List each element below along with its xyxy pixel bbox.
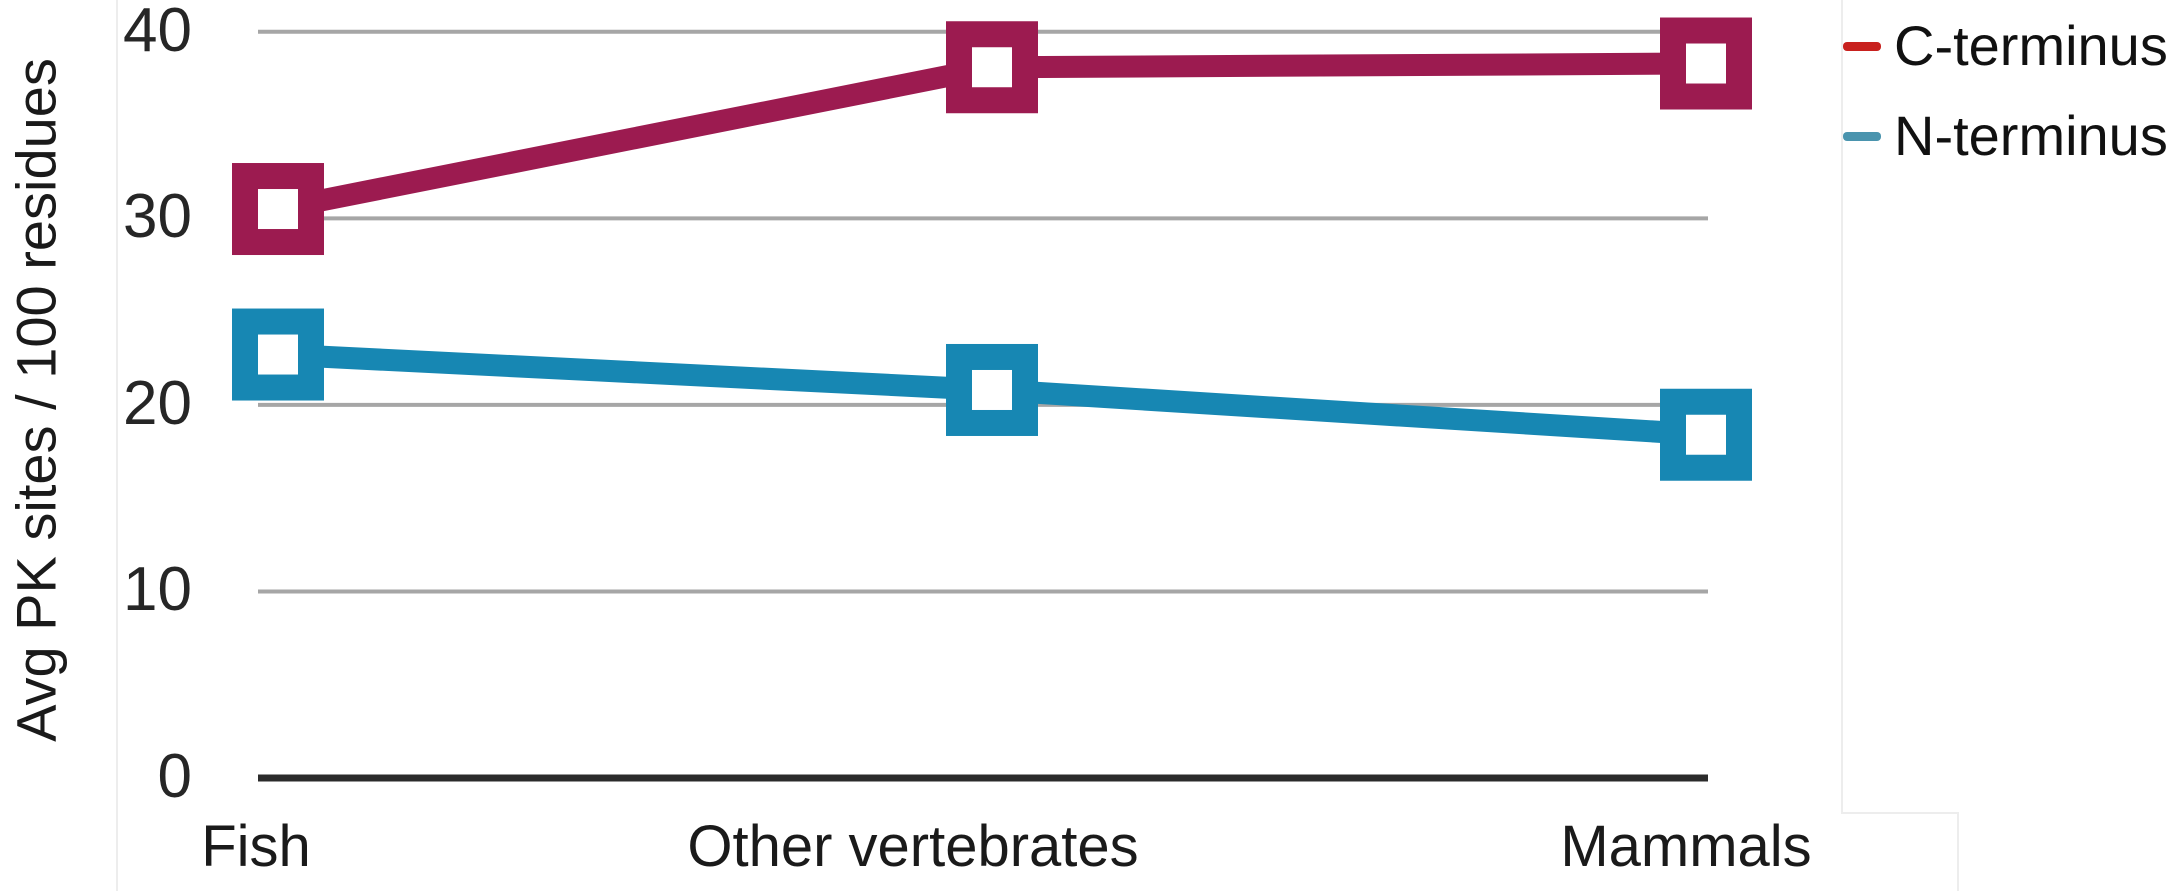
x-category-label-mammals: Mammals [1560,814,1812,879]
y-tick-label-30: 30 [123,182,192,252]
image-edge-artifact [116,0,118,891]
legend-label-n-terminus: N-terminus [1894,104,2168,167]
y-tick-label-10: 10 [123,555,192,625]
image-edge-artifact [1957,812,1959,891]
y-tick-label-40: 40 [123,0,192,65]
y-axis-label: Avg PK sites / 100 residues [4,58,68,742]
x-category-label-fish: Fish [201,814,311,879]
legend-item-n-terminus: N-terminus [1843,108,2168,164]
marker-c-terminus-other-vertebrates [946,21,1038,114]
y-tick-label-0: 0 [157,741,192,811]
legend-label-c-terminus: C-terminus [1894,14,2168,77]
legend-swatch-n-terminus [1843,131,1881,141]
marker-c-terminus-fish [232,163,324,256]
x-category-label-other-vertebrates: Other vertebrates [687,814,1139,879]
image-edge-artifact [1841,0,1843,813]
legend-item-c-terminus: C-terminus [1843,18,2168,74]
marker-n-terminus-fish [232,308,324,401]
y-tick-label-20: 20 [123,368,192,438]
marker-n-terminus-mammals [1660,388,1752,481]
marker-c-terminus-mammals [1660,17,1752,110]
legend-swatch-c-terminus [1843,41,1881,51]
marker-n-terminus-other-vertebrates [946,343,1038,436]
image-edge-artifact [1841,812,1959,814]
